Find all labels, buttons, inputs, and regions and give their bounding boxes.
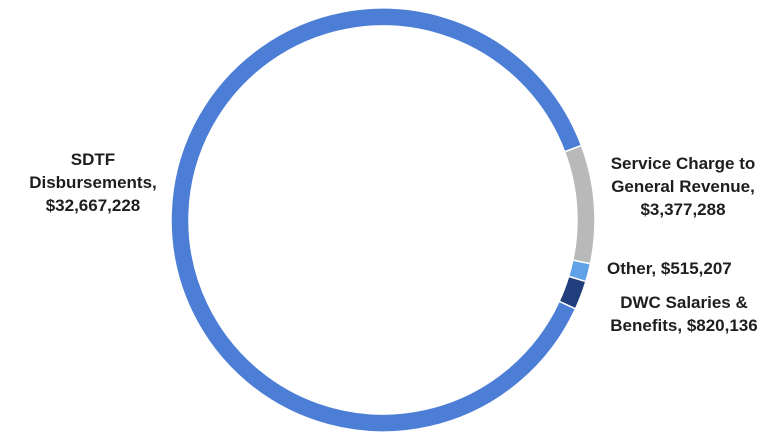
slice-label: SDTF Disbursements, $32,667,228: [8, 148, 178, 217]
value-label: $32,667,228: [45, 196, 141, 215]
value-label: $820,136: [686, 316, 758, 335]
category-label: DWC Salaries & Benefits,: [610, 293, 748, 335]
value-label: $515,207: [660, 259, 732, 278]
category-label: Other,: [607, 259, 657, 278]
donut-slice: [563, 144, 596, 265]
value-label: $3,377,288: [640, 200, 726, 219]
slice-label: Other, $515,207: [607, 257, 772, 280]
donut-slice: [170, 7, 583, 433]
category-label: SDTF Disbursements,: [29, 150, 157, 192]
slice-label: Service Charge to General Revenue, $3,37…: [598, 152, 768, 221]
category-label: Service Charge to General Revenue,: [610, 154, 756, 196]
slice-label: DWC Salaries & Benefits, $820,136: [598, 291, 770, 337]
